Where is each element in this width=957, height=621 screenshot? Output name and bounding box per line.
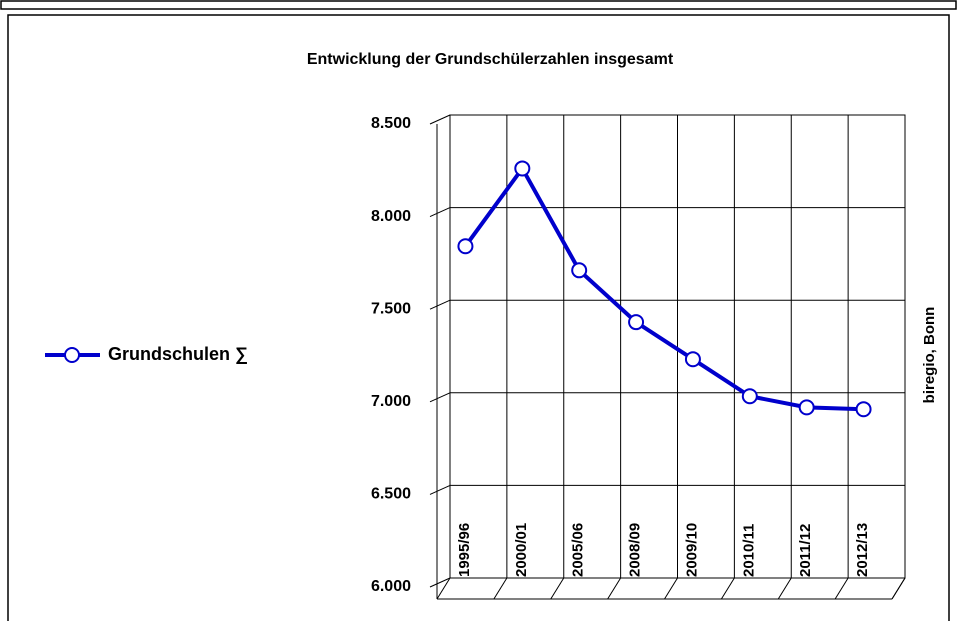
- y-tick: [429, 299, 451, 310]
- data-point: [798, 399, 815, 416]
- legend-label: Grundschulen ∑: [108, 344, 248, 364]
- floor-tick: [720, 577, 735, 600]
- top-frame: [0, 0, 957, 10]
- annotation: biregio, Bonn: [921, 307, 938, 404]
- series-line: [463, 164, 864, 412]
- y-tick-label: 7.500: [371, 300, 411, 317]
- x-tick-label: 1995/96: [456, 523, 473, 577]
- x-tick-label: 2011/12: [797, 524, 814, 577]
- data-point: [571, 262, 588, 279]
- y-tick-label: 6.500: [371, 486, 411, 503]
- y-tick-label: 8.000: [371, 208, 411, 225]
- floor-tick: [664, 577, 678, 600]
- floor-tick: [777, 577, 792, 600]
- floor-tick: [607, 577, 622, 600]
- frame: [7, 14, 950, 621]
- data-point: [741, 388, 758, 405]
- y-tick: [429, 484, 451, 495]
- x-tick-label: 2012/13: [854, 523, 871, 577]
- data-point: [514, 160, 531, 177]
- y-tick: [429, 207, 451, 218]
- legend-marker: [64, 347, 80, 363]
- floor-tick: [493, 577, 508, 600]
- x-tick-label: 2000/01: [513, 523, 530, 577]
- floor-tick: [436, 577, 451, 600]
- chart-title: Entwicklung der Grundschülerzahlen insge…: [307, 51, 674, 68]
- y-tick-label: 7.000: [371, 393, 411, 410]
- x-tick-label: 2009/10: [683, 523, 700, 577]
- data-point: [628, 314, 645, 331]
- x-tick-label: 2005/06: [570, 523, 587, 577]
- y-tick-label: 8.500: [371, 115, 411, 132]
- y-tick: [429, 577, 451, 588]
- data-point: [457, 238, 474, 255]
- data-point: [855, 401, 872, 418]
- floor-tick: [834, 577, 849, 600]
- data-point: [684, 351, 701, 368]
- x-tick-label: 2008/09: [627, 523, 644, 577]
- y-tick: [429, 392, 451, 403]
- floor-tick: [550, 577, 565, 600]
- floor-tick: [891, 577, 906, 600]
- y-tick-label: 6.000: [371, 578, 411, 595]
- x-tick-label: 2010/11: [740, 524, 757, 577]
- y-tick: [429, 114, 451, 125]
